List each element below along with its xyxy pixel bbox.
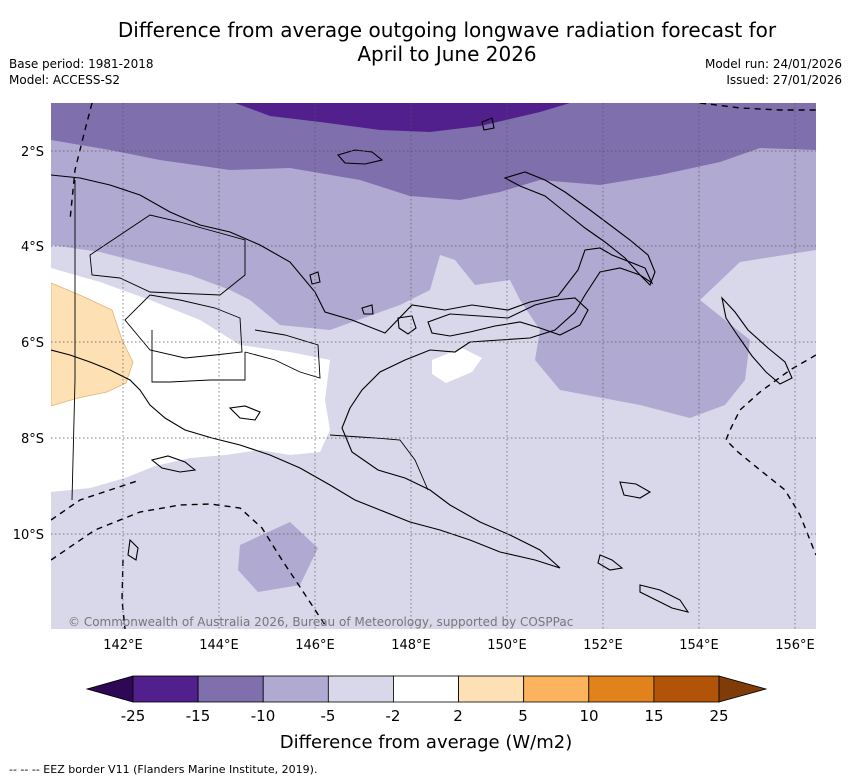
model-run-text: Model run: 24/01/2026 [704,57,842,71]
eez-border-line [51,479,141,521]
positive-anomaly-patch [51,282,134,407]
bougainville-coastline [721,296,793,385]
colorbar-tick: -10 [251,707,276,725]
base-period-text: Base period: 1981-2018 [9,57,154,71]
colorbar-tick: 2 [453,707,463,725]
colorbar-tick: -25 [121,707,146,725]
island-coastline [481,117,495,131]
new-guinea-coastline [51,174,654,569]
colorbar-segment [458,675,525,703]
issued-text: Issued: 27/01/2026 [726,73,842,87]
colorbar-under-arrow [85,675,134,703]
page-title: Difference from average outgoing longwav… [0,18,850,66]
coastlines [51,117,793,613]
island-coastline [639,584,690,613]
eez-legend-note: -- -- -- EEZ border V11 (Flanders Marine… [9,763,318,776]
latitude-labels: 2°S 4°S 6°S 8°S 10°S [13,145,44,543]
island-coastline [597,554,624,571]
island-coastline [397,315,417,335]
anomaly-band-medium [51,103,816,418]
island-coastline [361,304,374,315]
new-britain-coastline [427,297,589,337]
near-normal-region [51,268,330,492]
lon-label: 142°E [103,638,143,653]
forecast-map: 2°S 4°S 6°S 8°S 10°S 142°E 144°E 146°E 1… [13,103,816,653]
lat-label: 4°S [21,240,44,255]
colorbar-segments [132,675,720,703]
colorbar-over-arrow [718,675,768,703]
colorbar-tick: 10 [579,707,598,725]
colorbar-label: Difference from average (W/m2) [280,732,572,753]
graticule [51,103,816,629]
lat-label: 10°S [13,528,44,543]
new-ireland-coastline [503,171,656,286]
lon-label: 156°E [775,638,815,653]
province-border [124,294,243,359]
colorbar-tick: 15 [644,707,663,725]
anomaly-band-strongest [235,103,570,132]
island-coastline [309,271,321,285]
colorbar-segment [132,675,199,703]
colorbar-tick: -2 [386,707,401,725]
colorbar-tick: 5 [518,707,528,725]
eez-border-line [51,503,326,626]
island-coastline [150,455,197,473]
province-border [151,330,246,383]
model-text: Model: ACCESS-S2 [9,73,121,87]
title-line-2: April to June 2026 [357,42,537,66]
eez-border-line [121,559,126,629]
map-fill-layer [51,103,816,629]
colorbar-tick: -5 [321,707,336,725]
colorbar-segment [262,675,329,703]
lat-label: 8°S [21,432,44,447]
international-border [71,180,76,501]
lat-label: 2°S [21,145,44,160]
eez-borders [51,103,816,629]
colorbar: -25 -15 -10 -5 -2 2 5 10 15 25 Differenc… [85,675,768,753]
colorbar-segment [653,675,720,703]
anomaly-patch-south [238,522,318,592]
island-coastline [127,538,139,561]
meta-left: Base period: 1981-2018 Model: ACCESS-S2 [9,56,154,88]
provincial-borders [71,180,429,501]
lat-label: 6°S [21,336,44,351]
longitude-labels: 142°E 144°E 146°E 148°E 150°E 152°E 154°… [103,638,815,653]
colorbar-segment [523,675,590,703]
colorbar-segment [327,675,394,703]
lon-label: 146°E [295,638,335,653]
lon-label: 148°E [391,638,431,653]
province-border [329,434,429,491]
colorbar-ticks: -25 -15 -10 -5 -2 2 5 10 15 25 [121,707,729,725]
province-border [244,329,321,379]
eez-border-line [725,354,816,556]
island-coastline [619,481,652,499]
colorbar-tick: 25 [709,707,728,725]
copyright-text: © Commonwealth of Australia 2026, Bureau… [68,615,573,629]
colorbar-segment [588,675,655,703]
eez-border-line [69,103,93,221]
island-coastline [228,405,261,421]
meta-right: Model run: 24/01/2026 Issued: 27/01/2026 [705,56,842,88]
anomaly-band-strong [51,103,816,200]
title-line-1: Difference from average outgoing longwav… [117,18,777,42]
lon-label: 150°E [487,638,527,653]
manus-coastline [337,149,384,165]
lon-label: 144°E [199,638,239,653]
colorbar-segment [393,675,459,703]
colorbar-tick: -15 [186,707,211,725]
colorbar-segment [197,675,264,703]
lon-label: 154°E [679,638,719,653]
lon-label: 152°E [583,638,623,653]
eez-border-line [699,103,816,111]
province-border [89,214,246,296]
near-normal-patch [432,348,482,383]
